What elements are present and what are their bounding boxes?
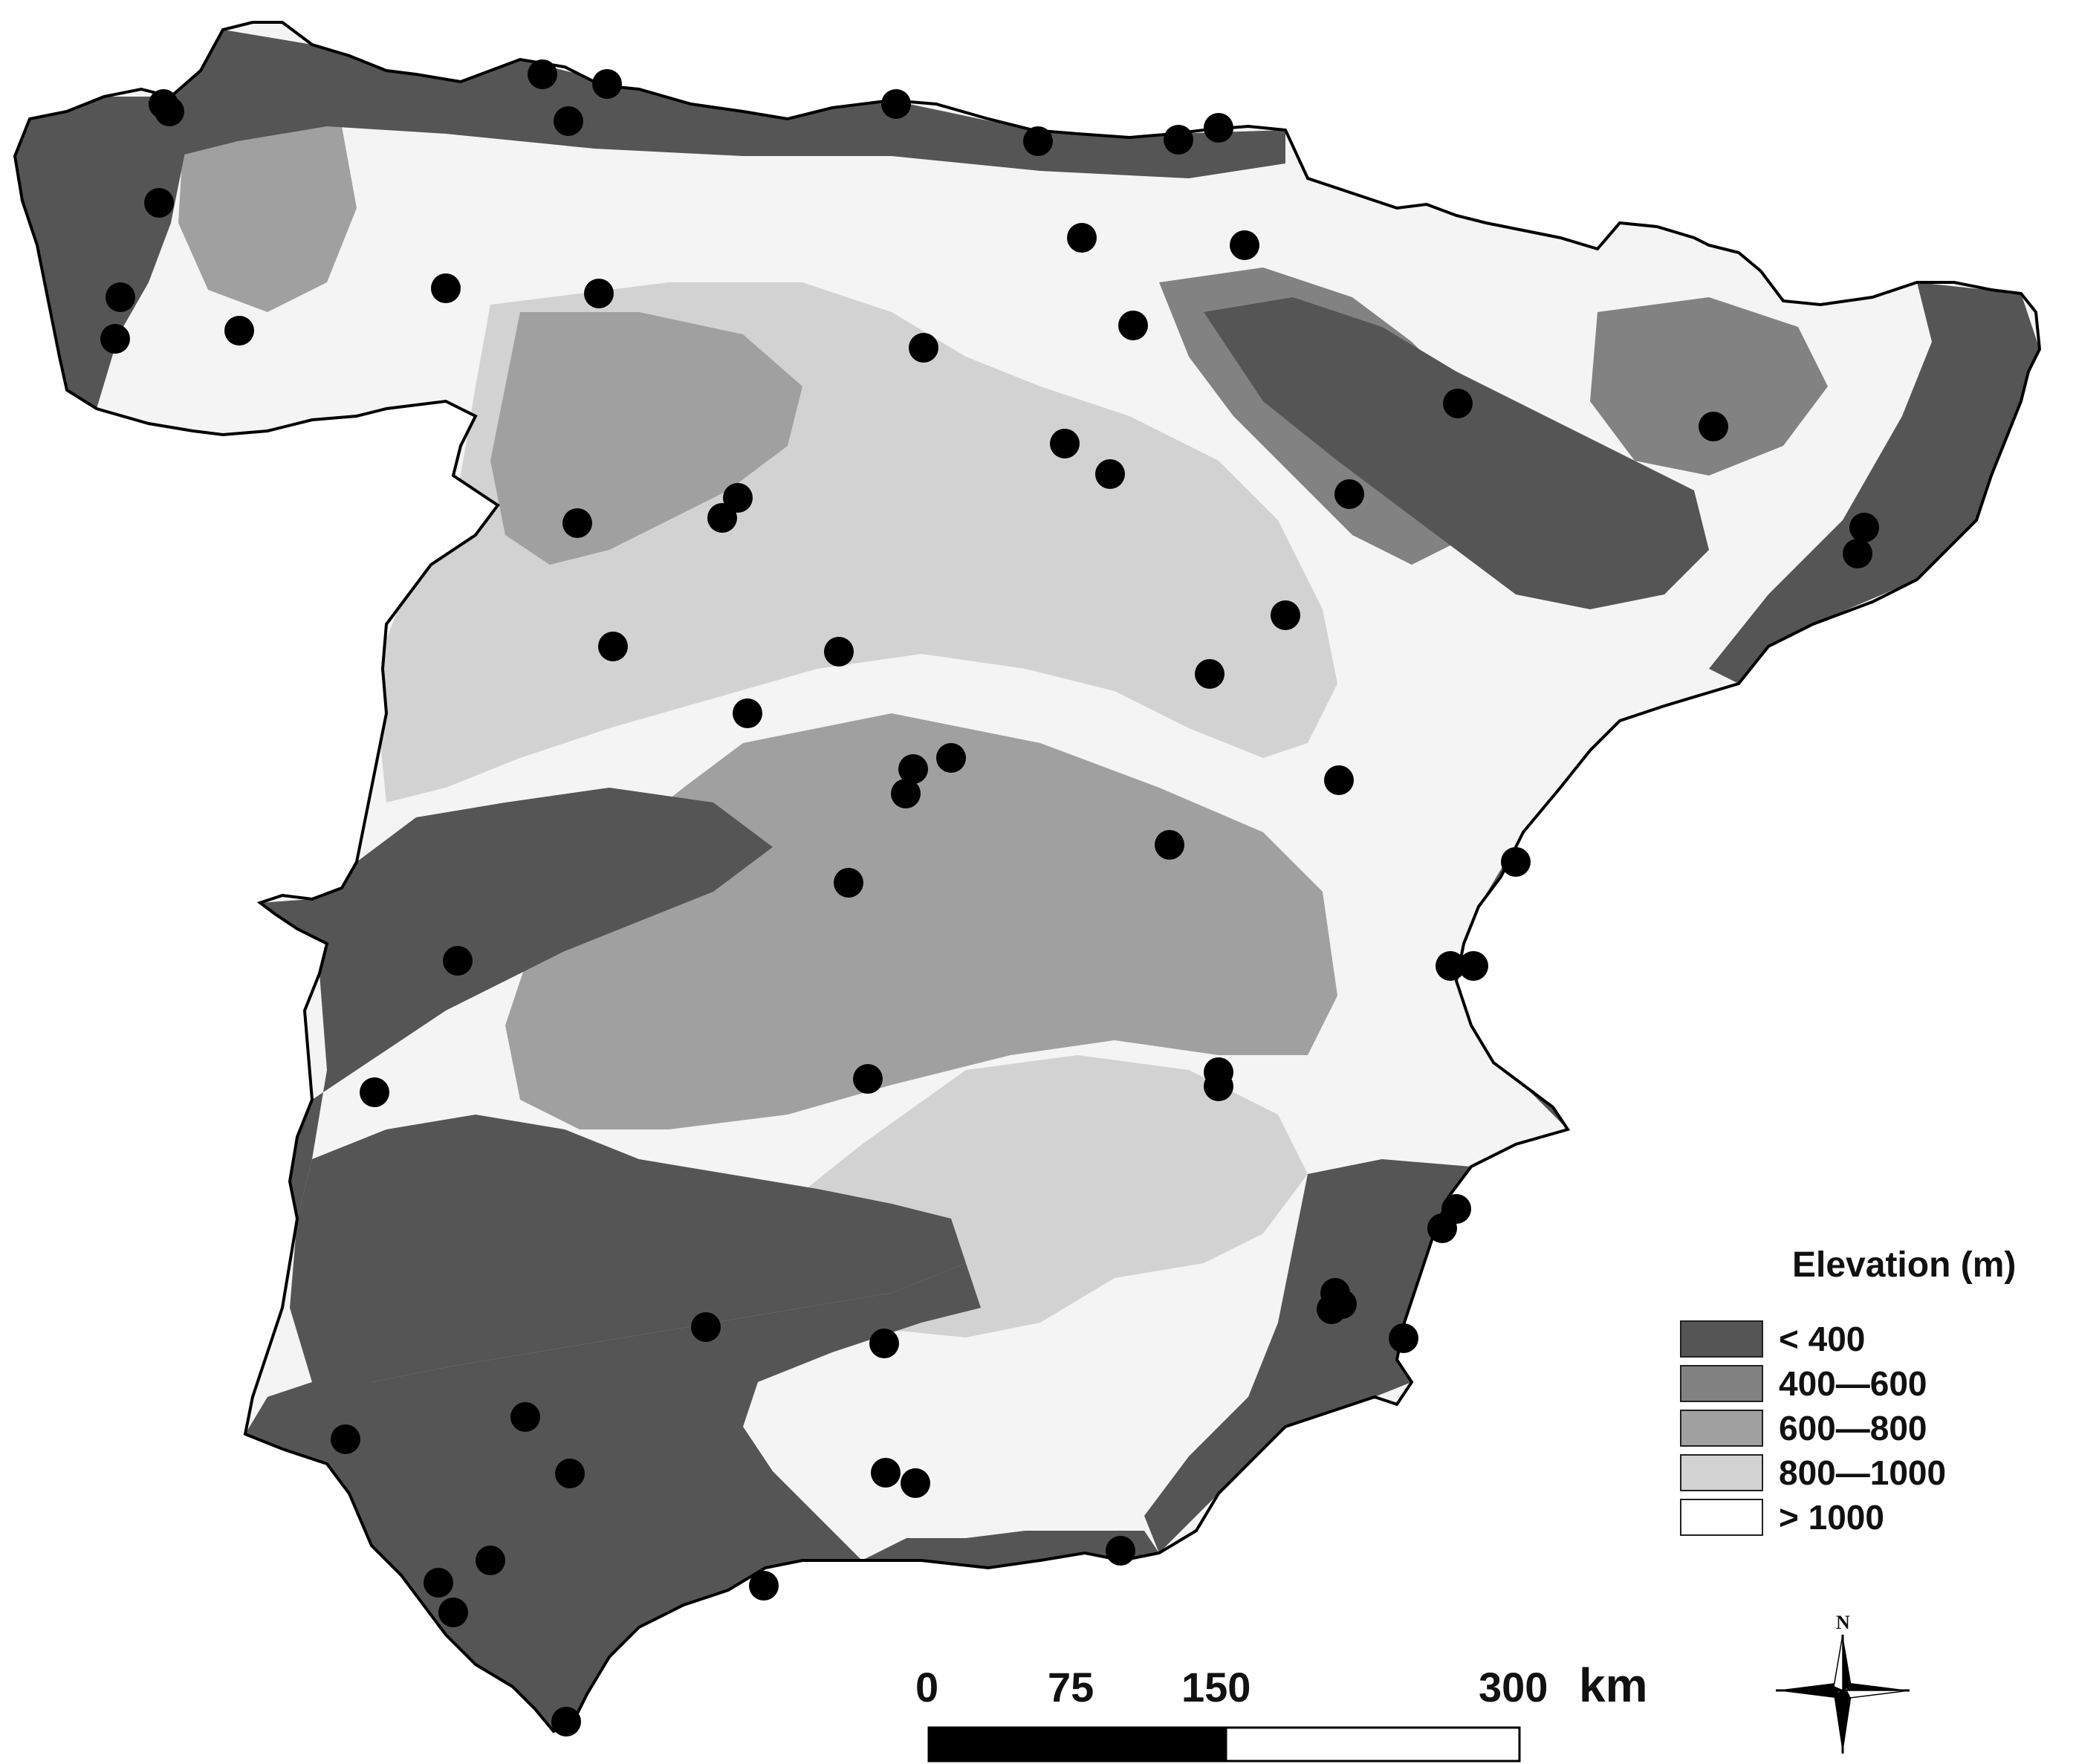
elevation-band-400-600-east xyxy=(1590,297,1828,476)
station-marker xyxy=(528,59,557,89)
station-marker xyxy=(1195,659,1224,689)
station-marker xyxy=(598,632,628,661)
station-marker xyxy=(554,106,583,136)
scale-tick-0: 0 xyxy=(915,1664,938,1711)
elevation-band-600-800 xyxy=(490,312,802,565)
station-marker xyxy=(707,503,737,533)
station-marker xyxy=(1843,539,1872,568)
scale-bar-white-segment xyxy=(1224,1726,1521,1763)
station-marker xyxy=(891,779,921,808)
station-marker xyxy=(1204,113,1233,143)
legend-label-0: < 400 xyxy=(1779,1320,1865,1358)
scale-bar: 0 75 150 300 km xyxy=(915,1658,1648,1763)
station-marker xyxy=(1204,1071,1233,1101)
station-marker xyxy=(144,188,174,218)
elevation-band-low-andalusia xyxy=(245,1263,981,1731)
station-marker xyxy=(1501,847,1531,877)
legend-swatch-3 xyxy=(1680,1454,1763,1491)
legend-swatch-2 xyxy=(1680,1410,1763,1447)
north-arrow-icon: N xyxy=(1776,1612,1910,1754)
station-marker xyxy=(871,1458,901,1488)
station-marker xyxy=(1155,830,1184,860)
station-marker xyxy=(1443,389,1473,418)
scale-bar-black-segment xyxy=(927,1726,1227,1763)
station-marker xyxy=(1427,1213,1457,1243)
legend: Elevation (m) < 400 400—600 600—800 800—100… xyxy=(1680,1245,2016,1537)
station-marker xyxy=(562,508,592,538)
station-marker xyxy=(691,1312,721,1342)
scale-tick-75: 75 xyxy=(1048,1664,1094,1711)
station-marker xyxy=(510,1402,540,1432)
station-marker xyxy=(1849,513,1879,542)
station-marker xyxy=(555,1459,585,1488)
legend-swatch-1 xyxy=(1680,1365,1763,1402)
legend-swatch-0 xyxy=(1680,1320,1763,1358)
station-marker xyxy=(1050,429,1080,458)
station-marker xyxy=(431,273,461,303)
station-marker xyxy=(901,1468,930,1498)
legend-label-1: 400—600 xyxy=(1779,1364,1927,1403)
elevation-band-low-murcia xyxy=(1144,1159,1471,1553)
station-marker xyxy=(476,1546,505,1575)
elevation-band-low-tajo xyxy=(260,788,773,1219)
station-marker xyxy=(551,1707,581,1737)
station-marker xyxy=(853,1064,883,1094)
elevation-band-low-coast-south xyxy=(862,1531,1159,1568)
station-marker xyxy=(155,97,184,126)
legend-label-2: 600—800 xyxy=(1779,1409,1927,1447)
scale-tick-150: 150 xyxy=(1181,1664,1251,1711)
station-marker xyxy=(834,868,863,898)
station-marker xyxy=(1023,126,1053,156)
elevation-band-low-guadiana xyxy=(290,1115,966,1382)
station-marker xyxy=(106,282,135,312)
station-marker xyxy=(936,743,966,773)
station-marker xyxy=(1271,600,1300,630)
station-marker xyxy=(1334,479,1364,509)
station-marker xyxy=(438,1598,468,1627)
station-marker xyxy=(1436,951,1465,981)
station-marker xyxy=(1389,1323,1418,1353)
elevation-band-low-ebro xyxy=(1204,297,1709,609)
station-marker xyxy=(733,698,762,728)
station-marker xyxy=(443,946,473,976)
legend-swatch-4 xyxy=(1680,1499,1763,1536)
station-marker xyxy=(584,279,614,308)
scale-tick-300: 300 xyxy=(1479,1664,1548,1711)
station-marker xyxy=(100,324,130,354)
station-marker xyxy=(1699,412,1728,441)
north-label: N xyxy=(1836,1612,1850,1633)
stations-layer xyxy=(100,59,1879,1737)
station-marker xyxy=(1324,765,1354,795)
station-marker xyxy=(909,333,938,363)
station-marker xyxy=(224,316,254,346)
station-marker xyxy=(1067,223,1097,253)
station-marker xyxy=(749,1571,779,1601)
legend-label-3: 800—1000 xyxy=(1779,1453,1946,1492)
elevation-band-low-north xyxy=(171,30,1285,178)
station-marker xyxy=(424,1568,453,1598)
station-marker xyxy=(1164,125,1193,155)
station-marker xyxy=(1317,1294,1346,1324)
station-marker xyxy=(898,754,928,784)
legend-label-4: > 1000 xyxy=(1779,1498,1884,1537)
station-marker xyxy=(331,1424,360,1454)
legend-title: Elevation (m) xyxy=(1792,1245,2016,1285)
station-marker xyxy=(1459,951,1488,981)
station-marker xyxy=(723,483,753,513)
station-marker xyxy=(1106,1536,1135,1566)
station-marker xyxy=(592,69,622,99)
station-marker xyxy=(881,89,911,119)
station-marker xyxy=(869,1329,899,1358)
legend-items: < 400 400—600 600—800 800—1000 > 1000 xyxy=(1680,1320,1946,1537)
elevation-band-low-catalonia xyxy=(1709,282,2040,684)
station-marker xyxy=(360,1077,389,1107)
station-marker xyxy=(1095,459,1125,489)
scale-unit: km xyxy=(1579,1658,1648,1712)
station-marker xyxy=(824,637,854,667)
station-marker xyxy=(1118,311,1148,340)
station-marker xyxy=(1230,230,1259,260)
elevation-band-low-galicia xyxy=(15,97,186,409)
